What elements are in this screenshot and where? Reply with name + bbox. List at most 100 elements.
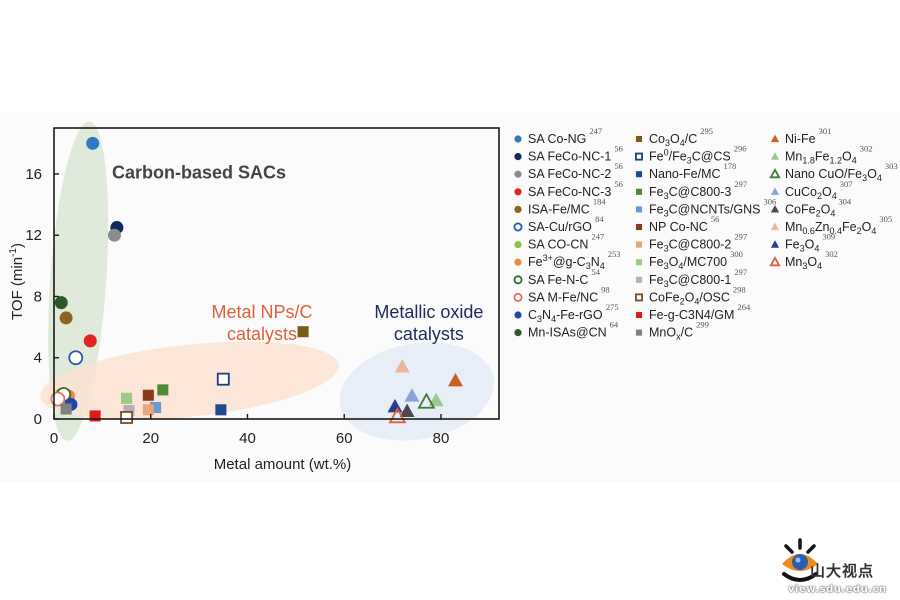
- legend-marker: [514, 188, 522, 196]
- legend-reference: 84: [595, 214, 604, 224]
- legend-marker: [513, 292, 523, 302]
- legend-marker: [513, 275, 523, 285]
- legend-label-part: SA M-Fe/NC: [528, 290, 598, 304]
- legend-label-part: O: [821, 202, 831, 216]
- legend-label-part: SA Co-NG: [528, 132, 586, 146]
- legend-label-part: 3: [800, 244, 805, 254]
- legend-label: Fe3C@C800-2: [649, 238, 731, 254]
- legend-marker: [514, 311, 522, 319]
- legend-label: SA FeCo-NC-3: [528, 185, 611, 199]
- legend-marker: [635, 206, 643, 213]
- legend-marker: [770, 134, 780, 143]
- legend-reference: 302: [860, 144, 873, 154]
- data-point-mn-isas-cn: [54, 296, 68, 310]
- legend-label: Fe3+@g-C3N4: [528, 253, 605, 271]
- legend-label-part: SA FeCo-NC-3: [528, 185, 611, 199]
- legend-marker: [514, 241, 522, 249]
- legend-label-part: 4: [680, 138, 685, 148]
- legend-label-part: Mn: [785, 150, 802, 164]
- region-label-metal-nps: Metal NPs/C: [211, 302, 312, 322]
- legend-label-part: 4: [678, 261, 683, 271]
- legend-label-part: SA-Cu/rGO: [528, 220, 592, 234]
- legend-reference: 247: [591, 232, 604, 242]
- legend-reference: 298: [733, 284, 746, 294]
- watermark-brand: 山大视点: [810, 562, 875, 580]
- data-point-fe3c-c800-1: [123, 405, 135, 417]
- data-point-nano-cuo-fe3o4: [417, 392, 436, 409]
- region-carbon-sacs: [48, 121, 109, 441]
- legend-marker: [635, 223, 643, 231]
- legend-reference: 54: [591, 267, 600, 277]
- legend-label-part: /OSC: [699, 290, 730, 304]
- legend-marker: [635, 241, 643, 248]
- legend-reference: 56: [614, 144, 623, 154]
- y-tick-label: 4: [34, 350, 42, 367]
- legend-reference: 297: [734, 179, 747, 189]
- legend-label: SA-Cu/rGO: [528, 220, 592, 234]
- legend-reference: 275: [606, 302, 619, 312]
- plot-frame: [53, 127, 500, 420]
- legend-label-part: Fe: [649, 273, 664, 287]
- legend-label-part: O: [669, 255, 679, 269]
- legend-reference: 253: [608, 249, 621, 259]
- legend-label-part: /C: [681, 326, 694, 340]
- legend-label-part: 2: [816, 208, 821, 218]
- legend-label-part: Fe: [815, 150, 830, 164]
- legend-marker: [635, 311, 643, 319]
- legend-label-part: 3: [664, 244, 669, 254]
- legend-label-part: Fe: [785, 238, 800, 252]
- legend-marker: [770, 240, 780, 248]
- legend-label-part: 3: [687, 156, 692, 166]
- legend-marker: [635, 188, 643, 195]
- legend-label-part: Fe: [649, 255, 664, 269]
- legend-label-part: C@C800-3: [669, 185, 732, 199]
- region-label-carbon-sacs: Carbon-based SACs: [112, 163, 286, 183]
- legend-label-part: O: [807, 255, 817, 269]
- x-tick-label: 40: [239, 430, 256, 447]
- data-point-mn0-6zn0-4fe2o4: [394, 359, 410, 373]
- legend-label: MnOx/C: [649, 326, 693, 342]
- legend-label: CoFe2O4/OSC: [649, 290, 730, 306]
- x-tick-label: 0: [50, 430, 58, 447]
- y-axis-label-main: TOF (min: [9, 257, 26, 320]
- legend-reference: 297: [734, 267, 747, 277]
- legend-label: SA FeCo-NC-2: [528, 167, 611, 181]
- legend-label-part: /Fe: [669, 150, 687, 164]
- legend-label-part: 2: [817, 191, 822, 201]
- legend-label-part: 4: [600, 261, 605, 271]
- legend-reference: 264: [737, 302, 751, 312]
- legend-label-part: 3: [586, 261, 591, 271]
- data-point-sa-feco-nc-3: [83, 334, 97, 348]
- legend-marker: [513, 222, 523, 232]
- data-point-mnox-c: [60, 403, 72, 415]
- y-tick-label: 8: [34, 288, 42, 305]
- legend-reference: 247: [589, 126, 602, 136]
- data-point-fe3c-c800-3: [157, 384, 169, 396]
- legend-reference: 305: [879, 214, 892, 224]
- legend-label-part: 1.2: [829, 156, 842, 166]
- legend-marker: [514, 258, 522, 266]
- region-metal-oxide: [339, 342, 495, 441]
- legend-label-part: /MC700: [683, 255, 727, 269]
- y-axis-ticks: 0 4 8 12 16: [25, 166, 59, 428]
- data-point-fe3c-ncnts-gns: [150, 401, 162, 414]
- data-points: [50, 136, 463, 424]
- data-point-mn3o4: [388, 407, 407, 424]
- legend-reference: 295: [700, 126, 713, 136]
- legend-reference: 56: [614, 161, 623, 171]
- legend-label-part: 3: [862, 173, 867, 183]
- legend-label-part: 2: [680, 296, 685, 306]
- legend-label-part: 3: [665, 138, 670, 148]
- x-axis-ticks: 0 20 40 60 80: [50, 414, 449, 447]
- legend-label-part: 0: [664, 148, 669, 158]
